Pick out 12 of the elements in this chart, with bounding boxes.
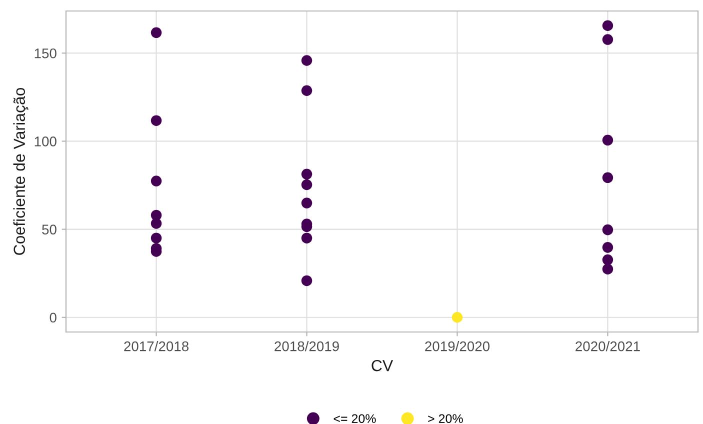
x-axis-title: CV	[372, 360, 394, 372]
y-tick-label: 100	[34, 136, 56, 146]
y-tick-label: 50	[42, 224, 56, 234]
legend-label: > 20%	[428, 414, 463, 424]
x-tick-label: 2020/2021	[576, 341, 640, 352]
y-axis-title: Coeficiente de Variação	[13, 88, 28, 255]
y-tick-label: 0	[50, 312, 56, 323]
x-tick-label: 2018/2019	[274, 341, 339, 352]
y-tick-label: 150	[34, 48, 56, 58]
x-tick-label: 2017/2018	[124, 341, 189, 352]
legend-label: <= 20%	[334, 414, 376, 424]
x-tick-label: 2019/2020	[425, 341, 490, 352]
